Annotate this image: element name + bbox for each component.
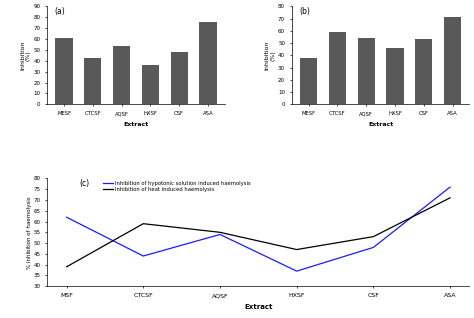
Inhibition of heat induced haemolysis — [294, 248, 300, 252]
Inhibition of heat induced haemolysis — [371, 235, 376, 238]
Bar — [300, 58, 317, 104]
Bar — [113, 45, 130, 104]
X-axis label: Extract: Extract — [123, 122, 149, 127]
Text: (c): (c) — [79, 179, 89, 189]
Bar — [84, 58, 101, 104]
Inhibition of heat induced haemolysis — [447, 196, 453, 200]
Bar — [171, 52, 188, 104]
Bar — [329, 32, 346, 104]
Y-axis label: % Inhibition of haemolysis: % Inhibition of haemolysis — [27, 196, 32, 269]
Y-axis label: Inhibition
(%): Inhibition (%) — [264, 41, 275, 70]
Legend: Inhibition of hypotonic solution induced haemolysis, Inhibition of heat induced : Inhibition of hypotonic solution induced… — [100, 179, 253, 194]
Inhibition of hypotonic solution induced haemolysis — [64, 215, 69, 219]
X-axis label: Extract: Extract — [244, 304, 273, 310]
Y-axis label: Inhibition
(%): Inhibition (%) — [20, 41, 31, 70]
Bar — [357, 38, 375, 104]
Text: (a): (a) — [55, 7, 65, 16]
Inhibition of hypotonic solution induced haemolysis — [447, 185, 453, 189]
Inhibition of heat induced haemolysis — [64, 265, 69, 269]
Inhibition of heat induced haemolysis — [217, 231, 223, 234]
Inhibition of hypotonic solution induced haemolysis — [217, 232, 223, 236]
Text: (b): (b) — [299, 7, 310, 16]
Bar — [55, 38, 73, 104]
X-axis label: Extract: Extract — [368, 122, 393, 127]
Bar — [415, 39, 432, 104]
Inhibition of heat induced haemolysis — [140, 222, 146, 225]
Bar — [200, 22, 217, 104]
Bar — [386, 48, 404, 104]
Inhibition of hypotonic solution induced haemolysis — [294, 269, 300, 273]
Inhibition of hypotonic solution induced haemolysis — [371, 245, 376, 249]
Line: Inhibition of hypotonic solution induced haemolysis: Inhibition of hypotonic solution induced… — [66, 187, 450, 271]
Line: Inhibition of heat induced haemolysis: Inhibition of heat induced haemolysis — [66, 198, 450, 267]
Bar — [444, 17, 461, 104]
Inhibition of hypotonic solution induced haemolysis — [140, 254, 146, 258]
Bar — [142, 65, 159, 104]
